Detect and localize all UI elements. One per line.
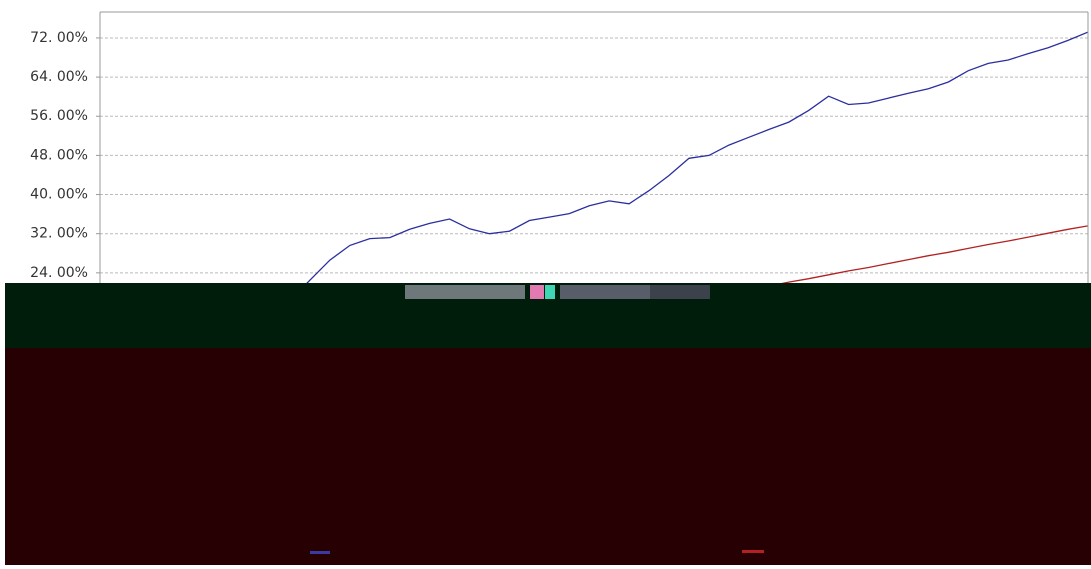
corrupted-block [5, 348, 1091, 565]
y-tick-label: 32. 00% [30, 226, 88, 242]
y-tick-label: 64. 00% [30, 69, 88, 85]
y-tick-label: 40. 00% [30, 187, 88, 203]
y-tick-label: 56. 00% [30, 108, 88, 124]
artifact [545, 285, 555, 299]
y-tick-label: 24. 00% [30, 265, 88, 281]
artifact [310, 551, 330, 554]
plot-area [289, 31, 1088, 302]
artifact [560, 285, 650, 299]
grid [96, 37, 1088, 274]
artifact [530, 285, 544, 299]
series-line [289, 31, 1088, 302]
y-tick-label: 48. 00% [30, 147, 88, 163]
artifact [742, 550, 764, 553]
artifact [650, 285, 710, 299]
artifact [405, 285, 525, 299]
y-tick-label: 72. 00% [30, 30, 88, 46]
